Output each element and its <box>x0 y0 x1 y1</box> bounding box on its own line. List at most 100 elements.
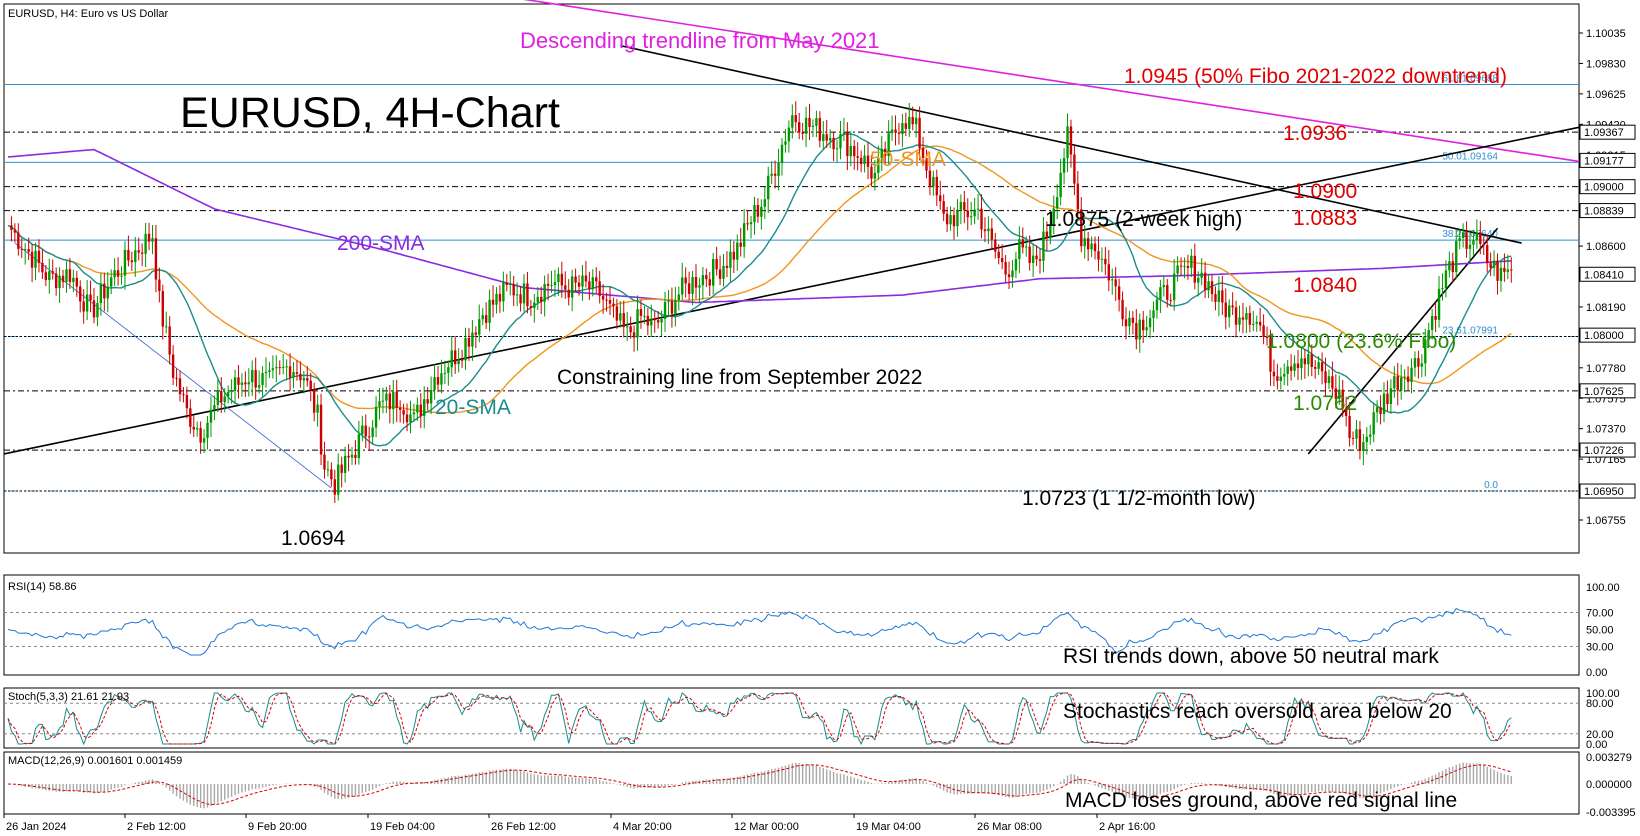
candle-body <box>1355 429 1358 439</box>
candle-body <box>663 301 667 319</box>
candle-body <box>395 391 398 408</box>
candle-body <box>381 400 385 402</box>
candle-body <box>945 213 949 225</box>
candle-body <box>1348 415 1351 438</box>
candle-body <box>911 116 914 125</box>
candle-body <box>65 269 68 282</box>
candle-body <box>588 281 591 290</box>
level-lines <box>4 131 1579 451</box>
candle-body <box>870 166 873 179</box>
price-tick-label: 1.06755 <box>1586 515 1626 527</box>
candle-body <box>1169 299 1172 301</box>
candle-body <box>443 372 447 374</box>
candle-body <box>278 367 281 369</box>
candle-body <box>247 382 250 385</box>
candle-body <box>374 406 378 428</box>
price-highlight-box <box>1579 124 1636 140</box>
candle-body <box>512 283 515 296</box>
candle-body <box>1104 258 1107 265</box>
candle-body <box>474 332 478 335</box>
candle-body <box>1011 270 1014 278</box>
candle-body <box>1000 257 1004 263</box>
label-low-2: 1.0723 (1 1/2-month low) <box>1022 487 1255 510</box>
candle-body <box>832 137 835 150</box>
main-pane <box>3 3 1580 554</box>
candle-body <box>429 390 433 404</box>
candle-body <box>1393 376 1396 389</box>
candle-body <box>1162 285 1166 288</box>
candle-body <box>412 412 416 415</box>
candle-body <box>1420 363 1424 367</box>
candle-body <box>330 469 333 480</box>
stoch-note: Stochastics reach oversold area below 20 <box>1063 700 1452 723</box>
candle-body <box>973 209 976 217</box>
candle-body <box>48 271 51 281</box>
stoch-tick-label: 100.00 <box>1586 688 1620 700</box>
candle-body <box>980 208 983 230</box>
price-tick-label: 1.09830 <box>1586 58 1626 70</box>
candle-body <box>560 273 564 286</box>
candle-body <box>1145 327 1148 331</box>
candle-body <box>1503 267 1506 272</box>
candle-body <box>158 279 161 292</box>
candle-body <box>564 285 567 290</box>
candle-body <box>546 283 550 286</box>
candle-body <box>1320 362 1324 372</box>
candle-body <box>1018 239 1021 259</box>
candle-body <box>1334 388 1338 399</box>
candle-body <box>37 250 41 263</box>
candle-body <box>853 145 856 157</box>
price-highlight-label: 1.08839 <box>1584 206 1624 218</box>
candle-body <box>288 366 292 378</box>
candle-body <box>254 369 257 388</box>
candle-body <box>1344 408 1348 416</box>
candle-body <box>1510 269 1513 271</box>
candle-body <box>1221 290 1224 303</box>
candle-body <box>96 302 99 318</box>
time-tick-label: 12 Mar 00:00 <box>734 821 799 833</box>
candle-body <box>1238 317 1241 325</box>
candle-body <box>894 129 897 133</box>
candle-body <box>770 173 773 176</box>
time-tick-label: 2 Feb 12:00 <box>127 821 186 833</box>
candle-body <box>990 228 994 240</box>
candle-body <box>82 301 85 312</box>
candle-body <box>897 132 901 134</box>
candle-body <box>1059 172 1062 198</box>
candle-body <box>1142 319 1145 331</box>
candle-body <box>161 291 164 327</box>
candle-body <box>168 326 171 355</box>
candle-body <box>1049 224 1052 239</box>
candles <box>10 101 1513 503</box>
candle-body <box>763 199 766 207</box>
candle-body <box>220 391 223 403</box>
rsi-line <box>7 607 1512 656</box>
candle-body <box>1379 407 1382 415</box>
candle-body <box>165 326 168 328</box>
candle-body <box>1159 287 1162 300</box>
candle-body <box>1293 363 1296 371</box>
candle-body <box>1386 393 1389 405</box>
rsi-tick-label: 70.00 <box>1586 608 1614 620</box>
candle-body <box>388 393 392 410</box>
candle-body <box>1186 266 1190 268</box>
candle-body <box>144 233 147 254</box>
candle-body <box>533 302 536 309</box>
candle-body <box>1045 231 1049 239</box>
price-tick-label: 1.07370 <box>1586 424 1626 436</box>
candle-body <box>701 275 705 286</box>
candle-body <box>729 251 732 268</box>
candle-body <box>1172 273 1176 301</box>
candle-body <box>182 394 185 396</box>
candle-body <box>1097 251 1100 260</box>
candle-body <box>646 315 650 326</box>
candle-body <box>1486 245 1489 264</box>
candle-body <box>1300 358 1303 369</box>
candle-body <box>1327 376 1331 384</box>
candle-body <box>1417 358 1420 367</box>
candle-body <box>914 117 918 125</box>
candle-body <box>567 289 570 298</box>
candle-body <box>753 204 756 223</box>
candle-body <box>333 479 336 495</box>
candle-body <box>1351 437 1355 439</box>
